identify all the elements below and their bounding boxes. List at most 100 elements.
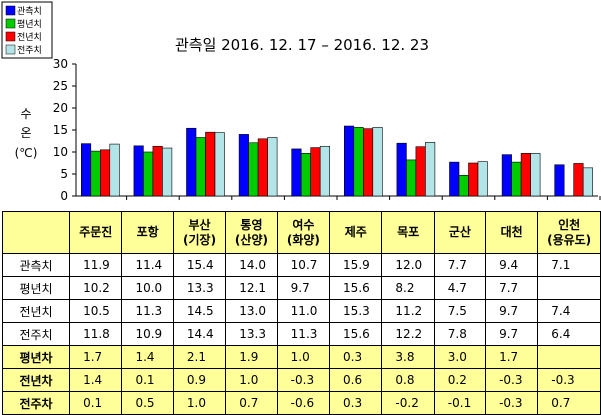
table-cell: 0.5 — [121, 391, 174, 415]
table-cell: 1.0 — [225, 368, 278, 392]
bar — [310, 147, 321, 197]
column-header-text: (용유도) — [547, 232, 592, 247]
table-cell: 7.7 — [433, 253, 487, 277]
bar — [425, 142, 436, 197]
chart-title: 관측일 2016. 12. 17 – 2016. 12. 23 — [175, 36, 429, 54]
table-cell: -0.3 — [485, 368, 539, 392]
bar — [396, 142, 407, 197]
legend-swatch — [5, 18, 16, 29]
table-cell: -0.3 — [276, 368, 331, 392]
column-header: 여수 (화양) — [276, 211, 331, 254]
table-cell: 0.3 — [329, 345, 383, 369]
column-header-text: 여수 — [292, 217, 315, 232]
row-header: 전년차 — [1, 368, 71, 392]
bar — [554, 164, 565, 197]
table-cell: 10.0 — [121, 276, 174, 300]
column-header-text: 군산 — [448, 225, 471, 239]
column-header-text: (기장) — [183, 232, 217, 247]
table-cell: 7.7 — [485, 276, 539, 300]
table-cell: 15.4 — [172, 253, 227, 277]
y-axis-label-char: 온 — [20, 126, 31, 140]
table-cell: 9.7 — [485, 299, 539, 323]
column-header-text: (산양) — [234, 232, 268, 247]
table-cell: 7.5 — [433, 299, 487, 323]
table-cell: 7.8 — [433, 322, 487, 346]
y-tick-label: 0 — [60, 189, 68, 203]
table-cell — [537, 276, 601, 300]
table-cell: 15.6 — [329, 276, 383, 300]
table-cell: 1.9 — [225, 345, 278, 369]
table-cell: 0.9 — [172, 368, 227, 392]
bar — [109, 143, 120, 197]
table-cell: 1.4 — [121, 345, 174, 369]
table-cell: 1.7 — [485, 345, 539, 369]
table-cell: 0.2 — [433, 368, 487, 392]
bar — [343, 125, 355, 197]
table-cell: 1.0 — [276, 345, 331, 369]
bar — [248, 142, 259, 197]
bar — [520, 153, 531, 197]
column-header: 군산 — [433, 211, 487, 254]
table-cell: 0.8 — [381, 368, 435, 392]
y-axis-label-char: (℃) — [15, 146, 38, 160]
table-cell: 0.7 — [537, 391, 601, 415]
y-tick-label: 30 — [53, 57, 68, 71]
table-cell: 11.0 — [276, 299, 331, 323]
table-row: 전주차 0.1 0.5 1.0 0.7 -0.6 0.3 -0.2 -0.1 -0.3 0.7 — [1, 391, 601, 415]
column-header-text: 부산 — [188, 217, 211, 232]
bar — [214, 132, 225, 197]
bar — [238, 134, 249, 197]
table-cell: -0.3 — [485, 391, 539, 415]
column-header-text: 주문진 — [79, 225, 113, 239]
bar — [300, 153, 312, 197]
row-header: 전년치 — [1, 299, 71, 323]
legend-swatch — [5, 31, 16, 42]
table-cell: -0.2 — [381, 391, 435, 415]
table-row: 전주치 11.8 10.9 14.4 13.3 11.3 15.6 12.2 7.8 9.7 6.4 — [1, 322, 601, 346]
table-cell: 2.1 — [172, 345, 227, 369]
table-cell: 11.3 — [276, 322, 331, 346]
column-header: 주문진 — [69, 211, 123, 254]
row-header: 전주치 — [1, 322, 71, 346]
table-cell: -0.6 — [276, 391, 331, 415]
bar — [406, 159, 417, 197]
table-cell: 8.2 — [381, 276, 435, 300]
table-cell: 6.4 — [537, 322, 601, 346]
table-cell: 0.7 — [225, 391, 278, 415]
row-header: 평년차 — [1, 345, 71, 369]
bar — [319, 145, 331, 197]
table-cell: 10.5 — [69, 299, 123, 323]
bar — [449, 161, 460, 197]
table-cell: 14.5 — [172, 299, 227, 323]
column-header-text: 통영 — [240, 217, 263, 232]
table-cell: 11.3 — [121, 299, 174, 323]
legend-label: 전년치 — [17, 31, 42, 43]
bar — [511, 161, 522, 197]
table-cell: 13.3 — [172, 276, 227, 300]
table-cell: 0.6 — [329, 368, 383, 392]
table-cell: 10.9 — [121, 322, 174, 346]
bar — [133, 145, 144, 197]
table-cell: 12.1 — [225, 276, 278, 300]
table-row: 관측치 11.9 11.4 15.4 14.0 10.7 15.9 12.0 7.7 9.4 7.1 — [1, 253, 601, 277]
table-cell: -0.3 — [537, 368, 601, 392]
table-cell: 3.8 — [381, 345, 435, 369]
table-cell: 13.3 — [225, 322, 278, 346]
table-corner — [1, 211, 71, 254]
column-header-text: 제주 — [344, 225, 367, 239]
bar — [501, 154, 512, 197]
table-cell: 0.3 — [329, 391, 383, 415]
table-cell: -0.1 — [433, 391, 487, 415]
column-header-text: 인천 — [558, 217, 581, 232]
table-cell: 15.9 — [329, 253, 383, 277]
legend-label: 관측치 — [17, 5, 42, 17]
table-cell: 3.0 — [433, 345, 487, 369]
bar — [186, 127, 197, 197]
table-cell: 11.8 — [69, 322, 123, 346]
column-header: 통영 (산양) — [225, 211, 278, 254]
table-cell: 10.7 — [276, 253, 331, 277]
bar — [458, 175, 469, 197]
bar — [468, 162, 479, 197]
table-cell: 1.7 — [69, 345, 123, 369]
